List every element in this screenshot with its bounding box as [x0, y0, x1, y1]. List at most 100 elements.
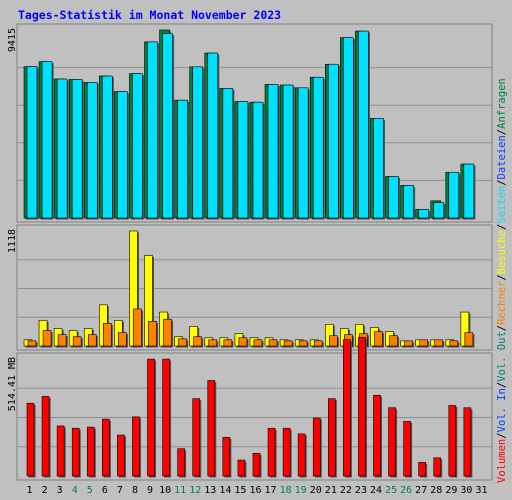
bar-dateien-day-23 — [358, 30, 369, 219]
bar-volumen-day-24 — [373, 394, 381, 477]
legend-entry: Seiten — [496, 186, 508, 224]
legend-entry: Volumen — [496, 439, 508, 483]
legend-entry: Besuche — [496, 230, 508, 274]
legend-entry: / — [496, 382, 508, 388]
panel-middle: 1118 — [7, 224, 493, 351]
bar-dateien-day-5 — [86, 82, 98, 219]
bar-dateien-day-10 — [162, 33, 173, 219]
bar-volumen-day-12 — [192, 398, 201, 477]
bar-volumen-day-30 — [463, 407, 472, 477]
day-label-20: 20 — [310, 485, 322, 496]
legend-entry: Dateien — [496, 135, 508, 179]
bar-dateien-day-4 — [71, 79, 83, 219]
bar-volumen-day-15 — [237, 459, 246, 477]
bar-volumen-day-6 — [102, 418, 110, 477]
day-label-12: 12 — [189, 485, 201, 496]
bar-rechner-day-28 — [434, 339, 444, 347]
bar-volumen-day-20 — [312, 417, 321, 477]
bar-rechner-day-1 — [27, 340, 37, 347]
bar-volumen-day-28 — [433, 457, 442, 477]
bar-volumen-day-22 — [343, 339, 351, 477]
bar-rechner-day-10 — [163, 318, 172, 347]
bar-dateien-day-21 — [327, 63, 339, 219]
day-label-4: 4 — [72, 485, 78, 496]
bar-rechner-day-27 — [419, 339, 428, 347]
day-label-17: 17 — [265, 485, 277, 496]
day-label-21: 21 — [325, 485, 337, 496]
day-label-27: 27 — [415, 485, 427, 496]
bar-dateien-day-20 — [312, 76, 324, 219]
bar-rechner-day-21 — [328, 335, 338, 347]
day-label-24: 24 — [370, 485, 382, 496]
legend-entry: / — [496, 274, 508, 280]
day-label-29: 29 — [445, 485, 457, 496]
bar-rechner-day-25 — [389, 335, 398, 347]
day-label-6: 6 — [102, 485, 108, 496]
bar-volumen-day-3 — [56, 425, 65, 477]
day-label-22: 22 — [340, 485, 352, 496]
bar-dateien-day-9 — [147, 41, 158, 219]
bar-dateien-day-2 — [41, 61, 53, 219]
right-legend: Volumen/Vol. In/Vol. Out/Rechner/Besuche… — [496, 78, 508, 483]
bar-rechner-day-14 — [223, 339, 233, 347]
day-label-31: 31 — [475, 485, 487, 496]
bar-dateien-day-30 — [463, 163, 475, 219]
day-label-18: 18 — [280, 485, 292, 496]
bar-rechner-day-18 — [283, 340, 293, 347]
legend-entry: Vol. Out — [496, 331, 508, 382]
day-label-9: 9 — [147, 485, 153, 496]
bar-rechner-day-30 — [464, 332, 474, 347]
bar-volumen-day-1 — [26, 402, 35, 477]
bar-volumen-day-2 — [41, 396, 50, 477]
legend-entry: / — [496, 179, 508, 185]
day-label-11: 11 — [174, 485, 186, 496]
bar-rechner-day-12 — [193, 336, 203, 347]
bar-rechner-day-15 — [238, 337, 248, 347]
day-axis-labels: 1 2 3 4 5 6 7 8 9 10 11 12 13 14 15 16 17 18 19 20 21 22 23 24 2… — [27, 485, 488, 496]
bar-dateien-day-7 — [117, 91, 128, 219]
day-label-3: 3 — [57, 485, 63, 496]
bar-volumen-day-21 — [327, 398, 336, 477]
bar-dateien-day-3 — [56, 78, 68, 219]
bar-volumen-day-25 — [388, 407, 396, 477]
day-label-13: 13 — [204, 485, 216, 496]
bar-volumen-day-9 — [147, 358, 155, 477]
bar-dateien-day-16 — [252, 101, 264, 219]
bar-rechner-day-20 — [313, 340, 323, 347]
bar-rechner-day-13 — [208, 339, 218, 347]
bar-volumen-day-17 — [267, 427, 276, 477]
bar-dateien-day-15 — [237, 101, 249, 219]
bar-dateien-day-14 — [222, 88, 234, 219]
bar-volumen-day-27 — [418, 462, 426, 477]
bar-rechner-day-29 — [449, 340, 459, 347]
bar-rechner-day-8 — [133, 308, 142, 347]
bar-volumen-day-29 — [448, 405, 457, 477]
bar-volumen-day-7 — [117, 434, 125, 477]
chart-panels: 9415 1118 514.41 MB — [7, 23, 493, 481]
bar-dateien-day-27 — [418, 209, 429, 219]
day-label-10: 10 — [159, 485, 171, 496]
bar-volumen-day-26 — [403, 421, 411, 477]
bar-dateien-day-13 — [207, 52, 219, 219]
day-label-8: 8 — [132, 485, 138, 496]
bar-rechner-day-5 — [87, 334, 97, 347]
day-label-16: 16 — [249, 485, 261, 496]
day-label-7: 7 — [117, 485, 123, 496]
chart-title: Tages-Statistik im Monat November 2023 — [18, 8, 281, 22]
day-label-19: 19 — [295, 485, 307, 496]
bar-dateien-day-17 — [267, 84, 279, 219]
legend-entry: / — [496, 224, 508, 230]
panel-bottom: 514.41 MB — [7, 336, 493, 481]
y-max-label: 1118 — [7, 229, 18, 253]
y-max-label: 9415 — [7, 28, 18, 52]
bar-volumen-day-19 — [297, 433, 306, 477]
bar-volumen-day-4 — [71, 427, 80, 477]
bar-rechner-day-7 — [118, 332, 127, 347]
legend-entry: Vol. In — [496, 388, 508, 432]
bar-rechner-day-4 — [72, 336, 82, 347]
bar-dateien-day-25 — [388, 176, 399, 219]
y-max-label: 514.41 MB — [7, 357, 18, 411]
bar-dateien-day-24 — [373, 118, 384, 219]
day-label-2: 2 — [42, 485, 48, 496]
